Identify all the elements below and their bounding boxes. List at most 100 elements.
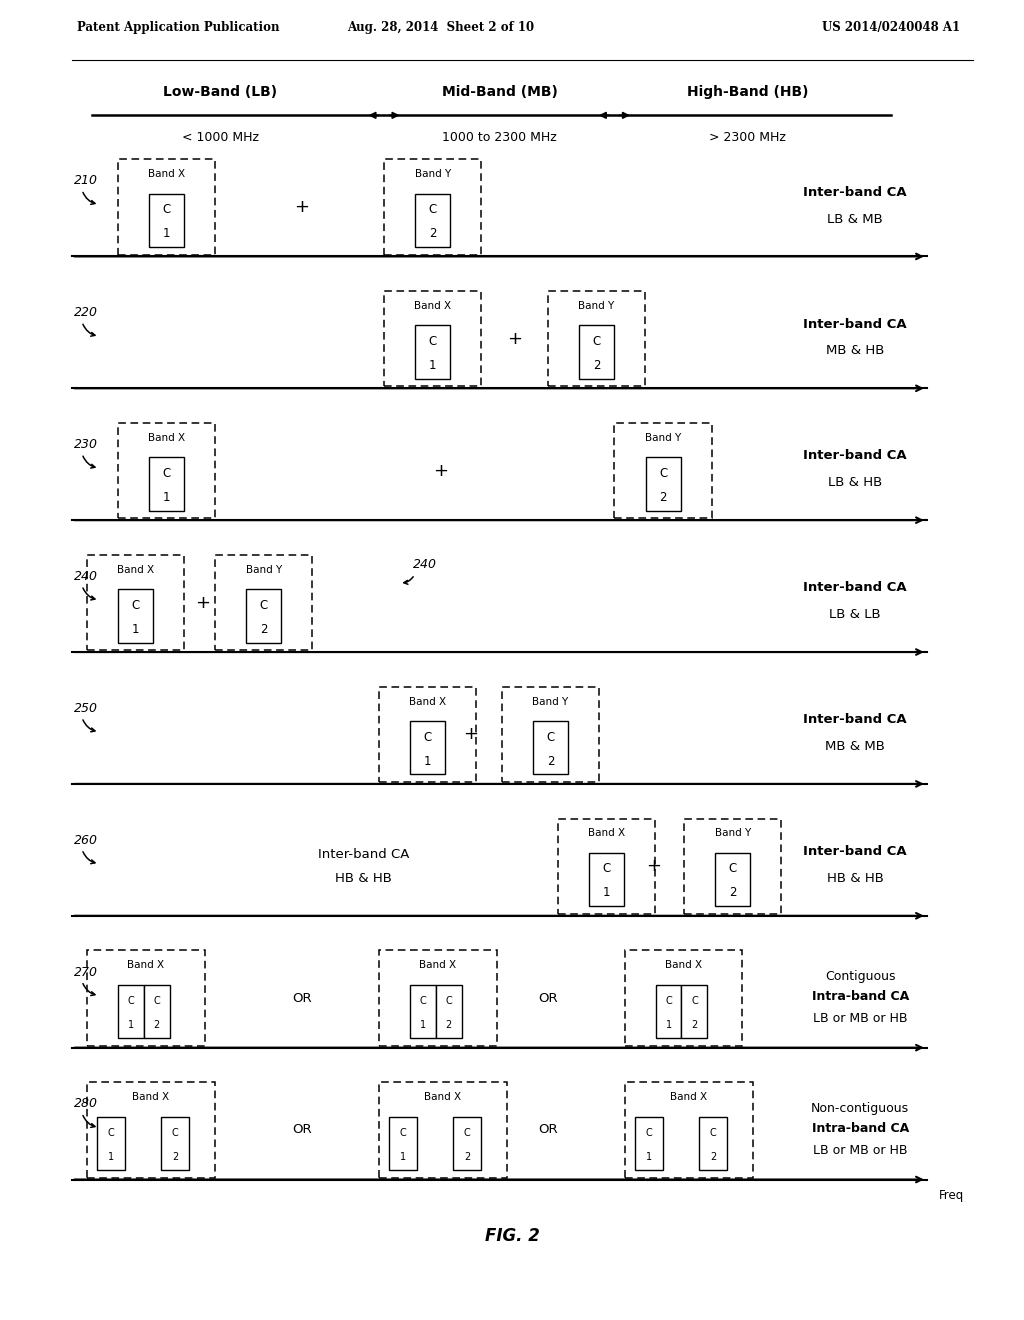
FancyBboxPatch shape <box>379 950 497 1045</box>
FancyBboxPatch shape <box>87 1082 215 1177</box>
Text: FIG. 2: FIG. 2 <box>484 1226 540 1245</box>
Text: Aug. 28, 2014  Sheet 2 of 10: Aug. 28, 2014 Sheet 2 of 10 <box>347 21 534 34</box>
Bar <box>415 326 451 379</box>
Text: C: C <box>154 995 160 1006</box>
Bar <box>148 194 184 247</box>
Text: +: + <box>464 726 478 743</box>
Text: LB & HB: LB & HB <box>828 477 882 490</box>
Text: HB & HB: HB & HB <box>335 873 392 884</box>
Text: 1000 to 2300 MHz: 1000 to 2300 MHz <box>442 131 557 144</box>
Text: Band X: Band X <box>147 169 185 180</box>
Text: MB & HB: MB & HB <box>825 345 885 358</box>
Text: Band X: Band X <box>419 960 457 970</box>
Text: OR: OR <box>538 991 558 1005</box>
Text: 250: 250 <box>74 702 97 715</box>
Text: +: + <box>196 594 210 611</box>
Text: Intra-band CA: Intra-band CA <box>812 990 908 1003</box>
Bar <box>118 589 154 643</box>
Bar <box>589 853 625 907</box>
FancyBboxPatch shape <box>548 292 645 387</box>
Bar <box>162 1117 189 1170</box>
FancyBboxPatch shape <box>625 1082 753 1177</box>
Text: 1: 1 <box>424 755 431 767</box>
Text: 1: 1 <box>420 1020 426 1030</box>
Text: C: C <box>691 995 697 1006</box>
FancyBboxPatch shape <box>625 950 742 1045</box>
FancyBboxPatch shape <box>118 422 215 519</box>
Text: Band Y: Band Y <box>246 565 282 574</box>
Text: > 2300 MHz: > 2300 MHz <box>709 131 786 144</box>
Text: Low-Band (LB): Low-Band (LB) <box>163 86 278 99</box>
Text: 1: 1 <box>163 227 170 240</box>
Text: C: C <box>728 862 737 875</box>
Text: C: C <box>645 1127 652 1138</box>
Text: 2: 2 <box>659 491 667 504</box>
Text: 2: 2 <box>172 1151 178 1162</box>
Text: LB or MB or HB: LB or MB or HB <box>813 1144 907 1158</box>
Text: OR: OR <box>292 1123 312 1137</box>
Text: Inter-band CA: Inter-band CA <box>803 581 907 594</box>
Text: 2: 2 <box>154 1020 160 1030</box>
Text: Inter-band CA: Inter-band CA <box>803 318 907 330</box>
Text: Freq: Freq <box>939 1189 965 1203</box>
Text: Mid-Band (MB): Mid-Band (MB) <box>441 86 558 99</box>
Text: +: + <box>433 462 447 479</box>
Text: C: C <box>666 995 672 1006</box>
Text: 1: 1 <box>666 1020 672 1030</box>
Text: C: C <box>162 203 171 216</box>
FancyBboxPatch shape <box>502 686 599 781</box>
Text: C: C <box>428 335 437 348</box>
Bar <box>118 985 143 1038</box>
Text: Band X: Band X <box>670 1092 708 1102</box>
FancyBboxPatch shape <box>87 554 184 651</box>
Text: C: C <box>131 599 140 611</box>
Text: C: C <box>428 203 437 216</box>
Text: C: C <box>602 862 611 875</box>
Text: 2: 2 <box>464 1151 470 1162</box>
Text: Band X: Band X <box>147 433 185 442</box>
Bar <box>410 985 436 1038</box>
Text: C: C <box>172 1127 179 1138</box>
Text: Patent Application Publication: Patent Application Publication <box>77 21 280 34</box>
Text: C: C <box>423 730 432 743</box>
FancyBboxPatch shape <box>384 292 481 387</box>
Text: 1: 1 <box>603 887 610 899</box>
Bar <box>389 1117 418 1170</box>
Text: 210: 210 <box>74 174 97 187</box>
Text: 260: 260 <box>74 834 97 846</box>
Text: C: C <box>108 1127 115 1138</box>
Text: 280: 280 <box>74 1097 97 1110</box>
Text: Contiguous: Contiguous <box>825 970 895 982</box>
Text: Band X: Band X <box>117 565 155 574</box>
Text: 1: 1 <box>109 1151 115 1162</box>
Text: US 2014/0240048 A1: US 2014/0240048 A1 <box>822 21 959 34</box>
Text: OR: OR <box>292 991 312 1005</box>
Text: 2: 2 <box>547 755 554 767</box>
Text: 240: 240 <box>413 558 436 570</box>
Text: C: C <box>546 730 555 743</box>
Text: 2: 2 <box>729 887 736 899</box>
FancyBboxPatch shape <box>384 160 481 255</box>
Text: C: C <box>128 995 134 1006</box>
Bar <box>655 985 682 1038</box>
Text: Band X: Band X <box>409 697 446 706</box>
Bar <box>436 985 462 1038</box>
Text: 2: 2 <box>429 227 436 240</box>
Text: Band X: Band X <box>665 960 702 970</box>
FancyBboxPatch shape <box>379 1082 507 1177</box>
Bar <box>698 1117 727 1170</box>
Bar <box>635 1117 664 1170</box>
Text: High-Band (HB): High-Band (HB) <box>687 86 808 99</box>
Text: LB or MB or HB: LB or MB or HB <box>813 1012 907 1026</box>
Text: Band Y: Band Y <box>715 829 751 838</box>
Text: 1: 1 <box>646 1151 652 1162</box>
Text: Band X: Band X <box>132 1092 170 1102</box>
Text: Inter-band CA: Inter-band CA <box>803 713 907 726</box>
Text: 230: 230 <box>74 438 97 451</box>
Text: C: C <box>399 1127 407 1138</box>
Text: C: C <box>710 1127 717 1138</box>
Text: 240: 240 <box>74 570 97 583</box>
Text: LB & LB: LB & LB <box>829 609 881 622</box>
Text: Intra-band CA: Intra-band CA <box>812 1122 908 1135</box>
Text: Inter-band CA: Inter-band CA <box>803 450 907 462</box>
